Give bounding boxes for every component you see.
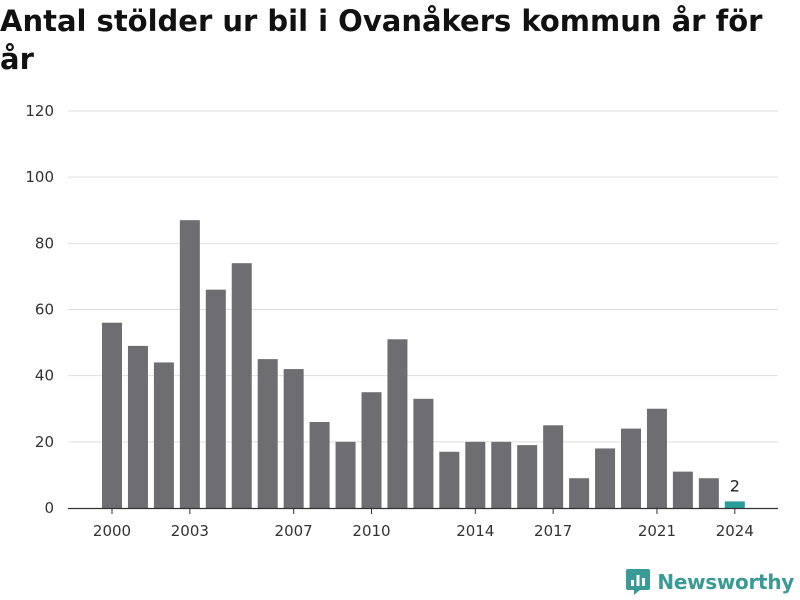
bar-2006 [257,359,278,508]
y-tick-label-120: 120 [25,102,54,120]
bar-2002 [153,362,174,508]
bar-2023 [698,478,719,508]
data-label-2024: 2 [730,476,740,495]
x-tick-label-2010: 2010 [352,522,390,540]
y-tick-label-0: 0 [44,499,54,517]
chart-title: Antal stölder ur bil i Ovanåkers kommun … [0,4,763,76]
x-tick-label-2007: 2007 [275,522,313,540]
bar-2018 [569,478,590,508]
brand[interactable]: Newsworthy [625,568,794,596]
x-tick-label-2000: 2000 [93,522,131,540]
bar-2010 [361,392,382,508]
x-tick-label-2014: 2014 [456,522,494,540]
bar-2012 [413,398,434,508]
y-tick-label-40: 40 [35,367,54,385]
newsworthy-logo-icon [626,569,651,595]
bar-2009 [335,441,356,508]
y-tick-label-20: 20 [35,433,54,451]
bar-2015 [491,441,512,508]
bar-2014 [465,441,486,508]
bar-2011 [387,339,408,508]
bar-2024 [724,501,745,508]
brand-name: Newsworthy [657,570,794,594]
y-tick-label-60: 60 [35,301,54,319]
bar-2005 [231,263,252,508]
bar-2003 [179,220,200,509]
bar-2001 [127,345,148,508]
bar-2013 [439,451,460,508]
bar-2019 [595,448,616,508]
bar-2020 [621,428,641,508]
y-tick-label-100: 100 [25,168,54,186]
bar-2000 [102,322,122,508]
bar-2008 [309,421,330,508]
x-tick-label-2017: 2017 [534,522,572,540]
x-tick-label-2024: 2024 [716,522,754,540]
bar-2021 [646,408,667,508]
bar-2007 [283,369,304,508]
y-tick-label-80: 80 [35,234,54,252]
bar-2022 [672,471,693,508]
bar-2004 [205,289,226,508]
bar-2016 [517,445,538,508]
bar-2017 [543,425,564,508]
x-tick-label-2003: 2003 [171,522,209,540]
x-tick-label-2021: 2021 [638,522,676,540]
